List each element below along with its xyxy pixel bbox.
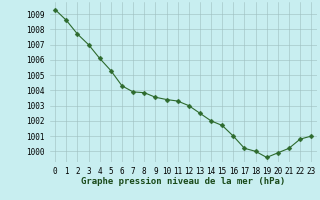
X-axis label: Graphe pression niveau de la mer (hPa): Graphe pression niveau de la mer (hPa) [81,177,285,186]
